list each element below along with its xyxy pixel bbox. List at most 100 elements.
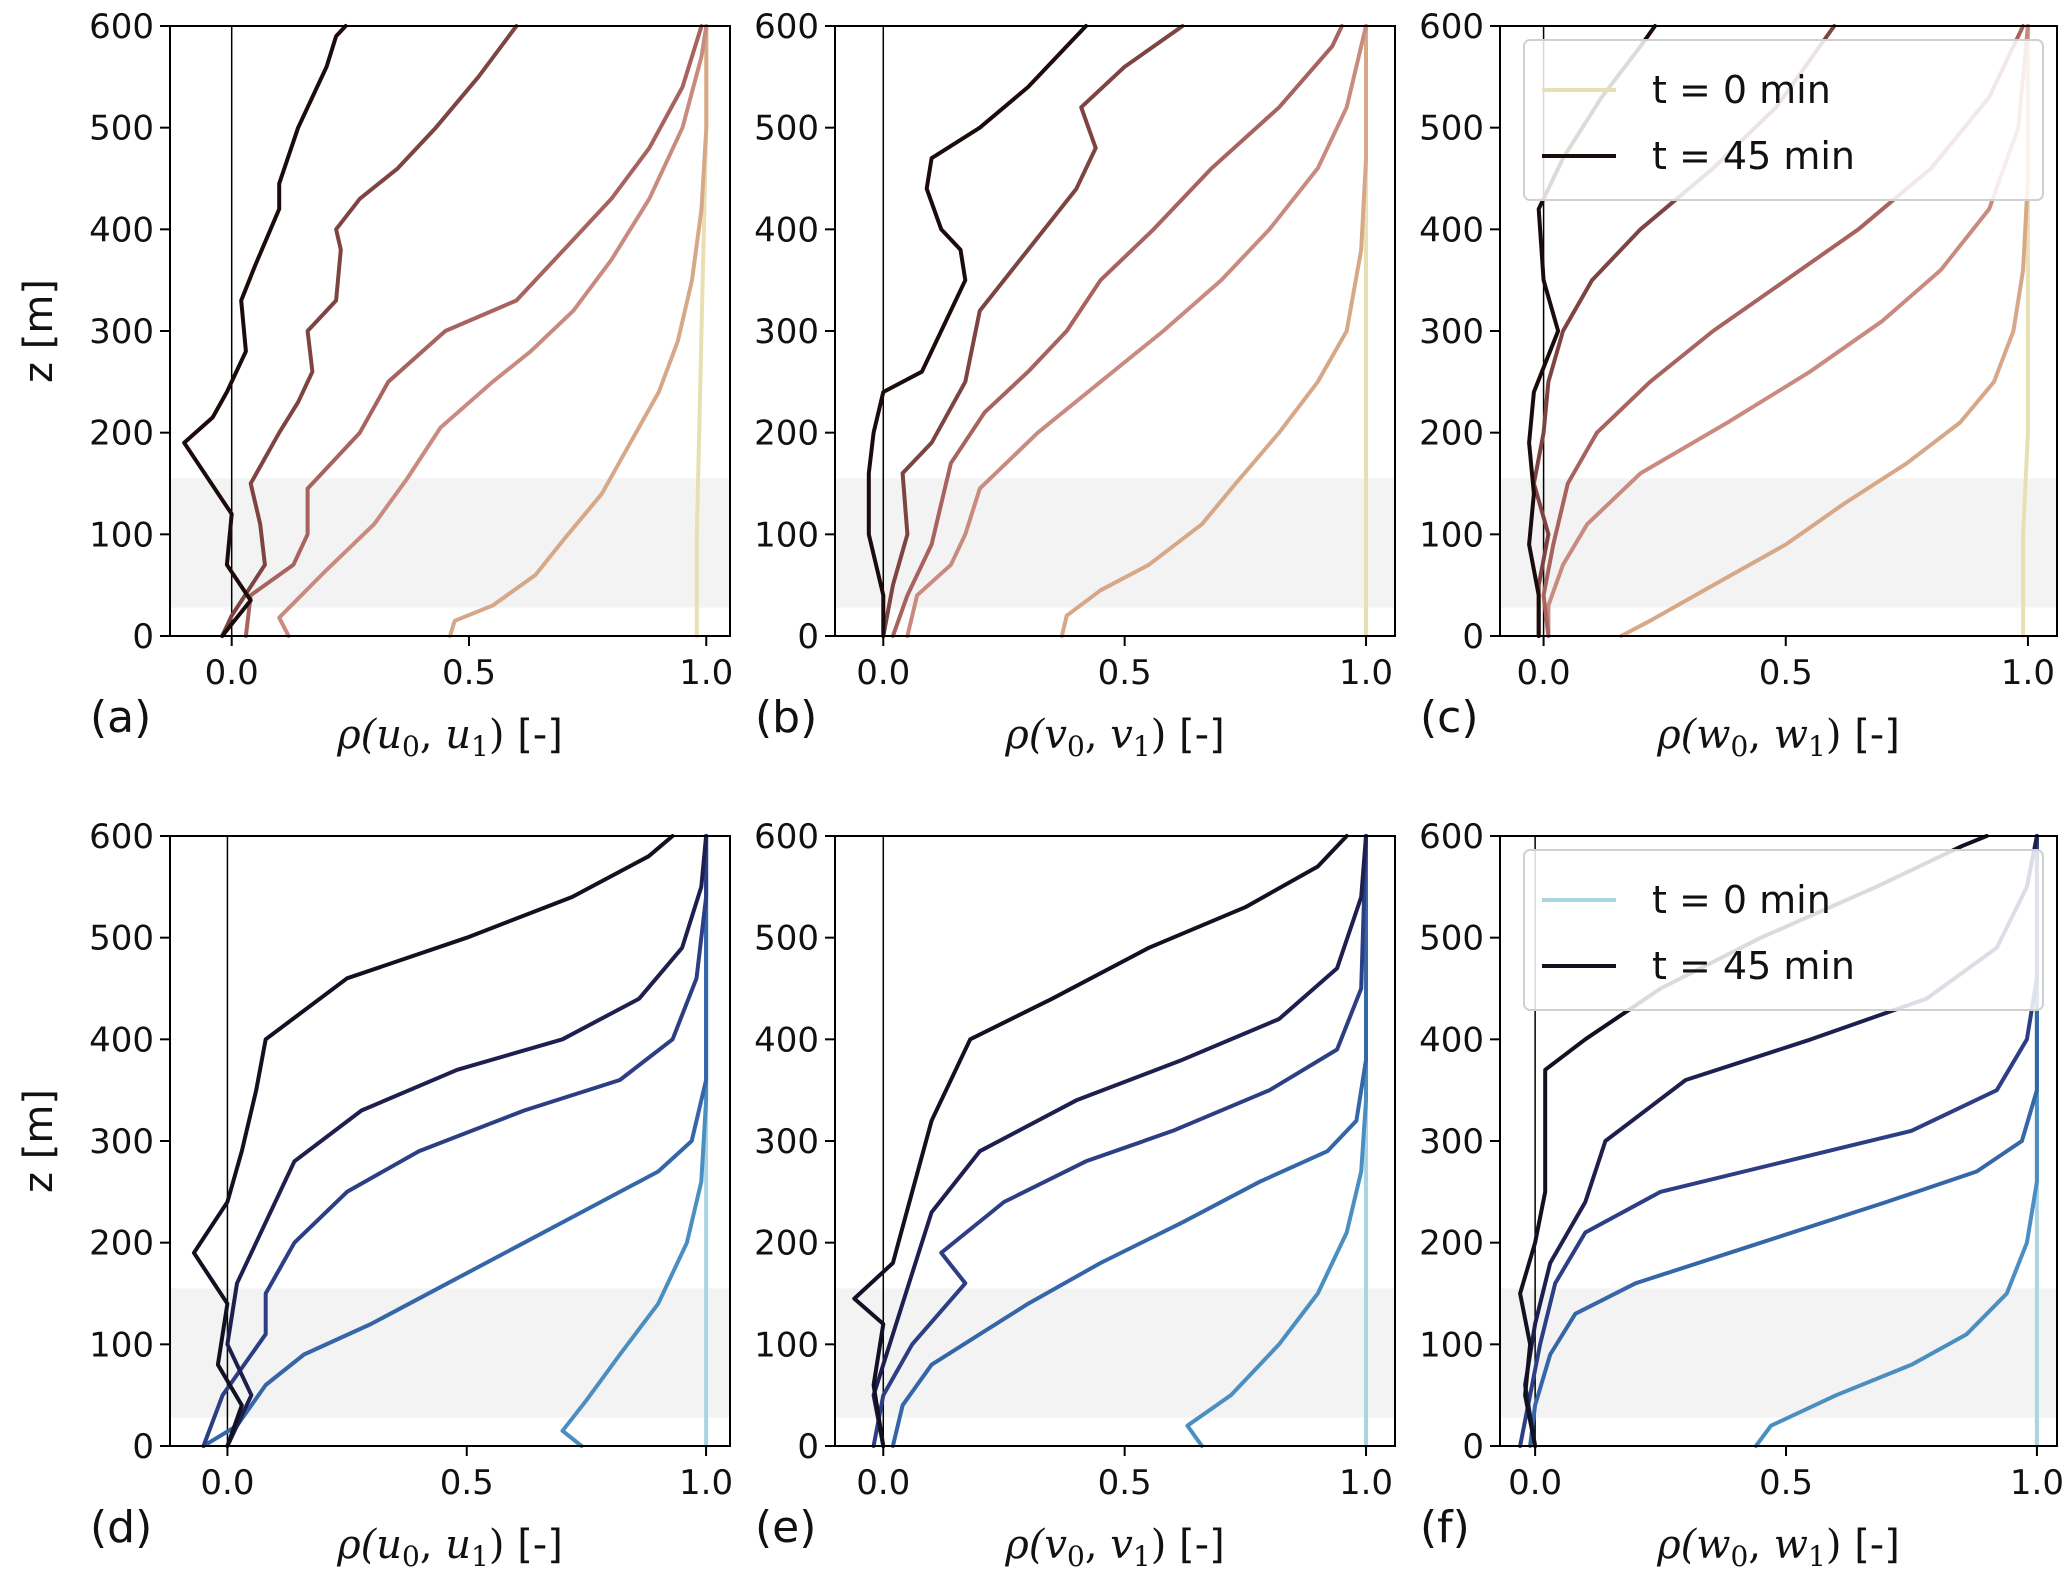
- x-tick-label: 1.0: [1339, 1463, 1393, 1503]
- x-tick-label: 0.0: [1517, 653, 1571, 693]
- y-tick-label: 100: [1419, 1325, 1484, 1365]
- shaded-band: [1500, 1288, 2057, 1418]
- panel-letter: (c): [1420, 692, 1479, 743]
- y-tick-label: 200: [89, 1224, 154, 1264]
- x-tick-label: 0.5: [1098, 1463, 1152, 1503]
- x-tick-label: 0.5: [1759, 1463, 1813, 1503]
- legend-label: t = 45 min: [1652, 944, 1855, 988]
- series-line-5: [182, 24, 348, 638]
- x-tick-label: 0.0: [200, 1463, 254, 1503]
- series-line-3: [201, 834, 709, 1448]
- series-line-4: [881, 24, 1185, 638]
- panel-letter: (a): [90, 692, 151, 743]
- y-tick-label: 0: [797, 617, 819, 657]
- y-tick-label: 200: [754, 414, 819, 454]
- y-tick-label: 100: [754, 515, 819, 555]
- y-tick-label: 500: [1419, 109, 1484, 149]
- x-axis-label: ρ(v0, v1) [-]: [1004, 1522, 1224, 1573]
- series-line-1: [1753, 834, 2039, 1448]
- series-line-1: [560, 834, 709, 1448]
- y-tick-label: 300: [89, 1122, 154, 1162]
- y-tick-label: 600: [754, 817, 819, 857]
- panel-f: 0 100 200 300 400 500 600 0.0 0.5 1.0 (f) ρ(w0, w1)…: [1419, 817, 2064, 1573]
- series-line-5: [191, 834, 675, 1448]
- panel-letter: (f): [1420, 1502, 1470, 1553]
- y-tick-label: 200: [89, 414, 154, 454]
- y-tick-label: 100: [1419, 515, 1484, 555]
- y-tick-label: 300: [754, 1122, 819, 1162]
- y-tick-label: 200: [1419, 414, 1484, 454]
- y-tick-label: 600: [89, 817, 154, 857]
- x-axis-label: ρ(u0, u1) [-]: [336, 712, 563, 763]
- legend-label: t = 45 min: [1652, 134, 1855, 178]
- series-line-2: [1528, 834, 2039, 1448]
- shaded-band: [170, 1288, 730, 1418]
- x-axis-label: ρ(v0, v1) [-]: [1004, 712, 1224, 763]
- y-tick-label: 0: [1462, 1427, 1484, 1467]
- shaded-band: [835, 1288, 1395, 1418]
- y-tick-label: 300: [754, 312, 819, 352]
- series-line-5: [866, 24, 1088, 638]
- series-line-1: [1619, 24, 2030, 638]
- x-tick-label: 0.5: [1759, 653, 1813, 693]
- y-tick-label: 0: [132, 617, 154, 657]
- y-tick-label: 300: [89, 312, 154, 352]
- y-tick-label: 100: [89, 515, 154, 555]
- y-tick-label: 300: [1419, 1122, 1484, 1162]
- y-tick-label: 600: [1419, 7, 1484, 47]
- x-tick-label: 1.0: [1339, 653, 1393, 693]
- series-line-2: [201, 834, 709, 1448]
- y-tick-label: 400: [89, 210, 154, 250]
- shaded-band: [835, 478, 1395, 608]
- y-tick-label: 500: [1419, 919, 1484, 959]
- x-axis-label: ρ(u0, u1) [-]: [336, 1522, 563, 1573]
- y-tick-label: 300: [1419, 312, 1484, 352]
- x-tick-label: 0.5: [440, 1463, 494, 1503]
- x-tick-label: 1.0: [679, 1463, 733, 1503]
- panel-a: 0 100 200 300 400 500 600 0.0 0.5 1.0 (a) ρ(u0, u1)…: [16, 7, 733, 763]
- y-axis-label: z [m]: [16, 1089, 62, 1193]
- series-line-1: [448, 24, 709, 638]
- y-tick-label: 400: [1419, 210, 1484, 250]
- series-line-3: [1518, 834, 2039, 1448]
- legend: t = 0 min t = 45 min: [1523, 39, 2044, 201]
- x-axis-label: ρ(w0, w1) [-]: [1656, 712, 1900, 763]
- y-tick-label: 0: [797, 1427, 819, 1467]
- series-line-5: [852, 834, 1349, 1448]
- y-tick-label: 100: [754, 1325, 819, 1365]
- x-tick-label: 0.5: [1098, 653, 1152, 693]
- series-line-1: [1185, 834, 1368, 1448]
- y-tick-label: 600: [754, 7, 819, 47]
- legend-box: [1523, 849, 2044, 1011]
- series-line-4: [220, 24, 519, 638]
- series-line-3: [871, 834, 1368, 1448]
- y-tick-label: 500: [754, 919, 819, 959]
- x-tick-label: 1.0: [2001, 653, 2055, 693]
- y-tick-label: 500: [89, 109, 154, 149]
- y-axis-label: z [m]: [16, 279, 62, 383]
- series-line-4: [225, 834, 709, 1448]
- y-tick-label: 200: [1419, 1224, 1484, 1264]
- y-tick-label: 400: [89, 1020, 154, 1060]
- x-tick-label: 0.0: [205, 653, 259, 693]
- panel-letter: (d): [90, 1502, 152, 1553]
- panel-letter: (b): [755, 692, 817, 743]
- x-tick-label: 0.5: [442, 653, 496, 693]
- panel-d: 0 100 200 300 400 500 600 0.0 0.5 1.0 (d) ρ(u0, u1)…: [16, 817, 733, 1573]
- y-tick-label: 400: [1419, 1020, 1484, 1060]
- panel-c: 0 100 200 300 400 500 600 0.0 0.5 1.0 (c) ρ(w0, w1)…: [1419, 7, 2058, 763]
- series-line-4: [871, 834, 1368, 1448]
- y-tick-label: 600: [1419, 817, 1484, 857]
- x-tick-label: 1.0: [679, 653, 733, 693]
- legend: t = 0 min t = 45 min: [1523, 849, 2044, 1011]
- y-tick-label: 100: [89, 1325, 154, 1365]
- y-tick-label: 500: [89, 919, 154, 959]
- series-line-3: [243, 24, 704, 638]
- y-tick-label: 600: [89, 7, 154, 47]
- series-line-1: [1059, 24, 1368, 638]
- legend-box: [1523, 39, 2044, 201]
- legend-label: t = 0 min: [1652, 68, 1831, 112]
- shaded-band: [1500, 478, 2057, 608]
